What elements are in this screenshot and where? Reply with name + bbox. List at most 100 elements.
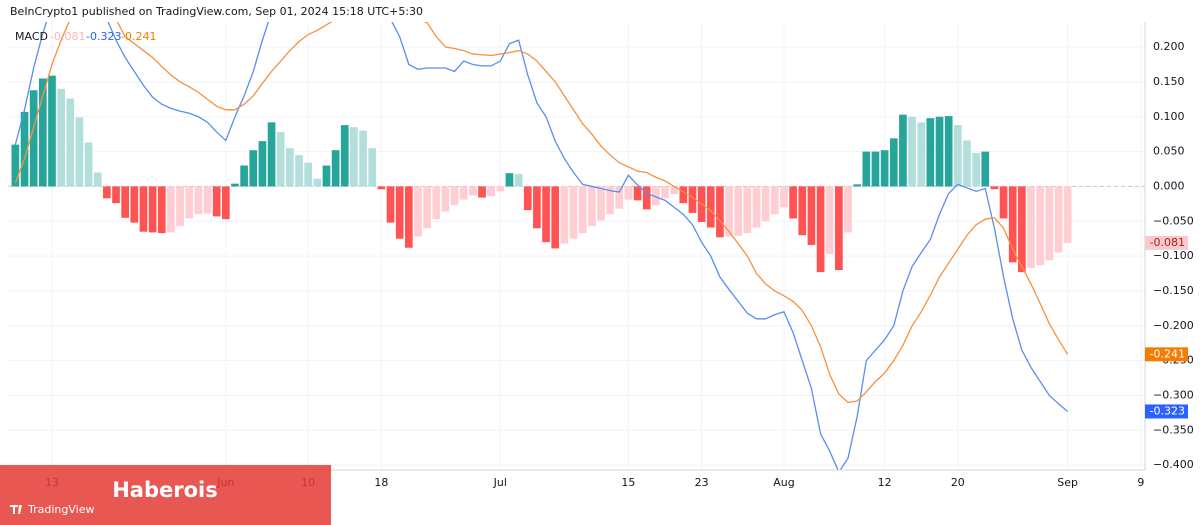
histogram-bar <box>75 117 84 187</box>
histogram-bar <box>496 186 505 192</box>
histogram-bar <box>578 186 587 234</box>
histogram-bar <box>38 78 47 187</box>
histogram-bar <box>853 184 862 187</box>
histogram-bar <box>487 186 496 197</box>
histogram-bar <box>953 125 962 187</box>
histogram-bar <box>93 172 102 187</box>
value-badge <box>1145 404 1188 419</box>
histogram-bar <box>459 186 468 200</box>
legend-value: -0.323 <box>86 30 121 43</box>
histogram-bar <box>304 162 313 187</box>
histogram-bar <box>1008 186 1017 263</box>
plot <box>11 22 1072 470</box>
histogram-bar <box>322 165 331 187</box>
y-tick-label: −0.300 <box>1153 388 1194 401</box>
x-tick-label: 23 <box>695 476 709 489</box>
histogram-bar <box>57 88 65 187</box>
histogram-bar <box>743 186 752 234</box>
histogram-bar <box>1045 186 1054 261</box>
y-tick-label: −0.200 <box>1153 319 1194 332</box>
histogram-bar <box>112 186 120 204</box>
histogram-bar <box>167 186 175 233</box>
watermark-box <box>0 465 331 525</box>
y-tick-label: 0.050 <box>1153 145 1185 158</box>
histogram-bar <box>505 173 514 187</box>
watermark-logo: TradingView <box>27 503 94 516</box>
y-tick-label: −0.400 <box>1153 458 1194 471</box>
histogram-bar <box>606 186 614 215</box>
value-badge-label: -0.241 <box>1150 347 1185 360</box>
x-tick-label: 12 <box>878 476 892 489</box>
histogram-bar <box>981 151 990 187</box>
histogram-bar <box>889 138 898 187</box>
histogram-bar <box>212 186 221 217</box>
histogram-bar <box>551 186 560 249</box>
histogram-bar <box>944 116 953 187</box>
histogram-bar <box>569 186 578 239</box>
histogram-bar <box>441 186 450 212</box>
histogram-bar <box>295 155 303 187</box>
watermark-brand: Haberois <box>112 478 218 502</box>
histogram-bar <box>231 183 239 187</box>
histogram-bar <box>331 150 340 187</box>
x-tick-label: 9 <box>1137 476 1144 489</box>
histogram-bar <box>688 186 697 213</box>
x-tick-label: Sep <box>1057 476 1078 489</box>
histogram-bar <box>935 116 944 187</box>
histogram-bar <box>130 186 139 223</box>
histogram-bar <box>642 186 651 210</box>
histogram-bar <box>249 150 258 187</box>
histogram-bar <box>276 132 285 187</box>
y-tick-label: −0.150 <box>1153 284 1194 297</box>
histogram-bar <box>1018 186 1026 273</box>
histogram-bar <box>533 186 541 229</box>
histogram-bar <box>368 148 377 187</box>
histogram-bar <box>176 186 184 227</box>
histogram-bar <box>1054 186 1063 253</box>
histogram-bar <box>377 186 386 190</box>
histogram-bar <box>716 186 724 238</box>
histogram-bar <box>103 186 111 199</box>
y-tick-label: 0.100 <box>1153 110 1185 123</box>
histogram-bar <box>258 141 267 187</box>
histogram-bar <box>679 186 688 204</box>
histogram-bar <box>816 186 825 273</box>
histogram-bar <box>157 186 166 234</box>
histogram-bar <box>66 98 75 187</box>
histogram-bar <box>423 186 431 229</box>
histogram-bar <box>624 186 633 200</box>
histogram-bar <box>725 186 733 237</box>
y-tick-label: 0.200 <box>1153 40 1185 53</box>
histogram-bar <box>478 186 486 198</box>
histogram-bar <box>899 114 907 187</box>
histogram-bar <box>807 186 816 245</box>
histogram-bar <box>999 186 1008 219</box>
histogram-bar <box>267 122 276 187</box>
histogram-bar <box>240 165 248 187</box>
y-tick-label: −0.100 <box>1153 249 1194 262</box>
histogram-bar <box>615 186 624 209</box>
histogram-bar <box>313 178 322 187</box>
histogram-bar <box>789 186 797 219</box>
legend-value: -0.241 <box>121 30 156 43</box>
histogram-bar <box>20 111 29 187</box>
histogram-bar <box>1036 186 1045 266</box>
histogram-bar <box>871 151 880 187</box>
histogram-bar <box>825 186 834 255</box>
histogram-bar <box>84 142 93 187</box>
histogram-bar <box>386 186 395 223</box>
legend-value: -0.081 <box>50 30 85 43</box>
histogram-bar <box>514 173 523 187</box>
x-tick-label: 18 <box>374 476 388 489</box>
histogram-bar <box>340 125 349 187</box>
histogram-bar <box>908 116 916 187</box>
histogram-bar <box>862 151 871 187</box>
value-badge-label: -0.323 <box>1150 404 1185 417</box>
histogram-bar <box>597 186 605 221</box>
histogram-bar <box>469 186 477 196</box>
histogram-bar <box>652 186 660 206</box>
value-badge <box>1145 347 1188 362</box>
value-badge <box>1145 235 1188 250</box>
